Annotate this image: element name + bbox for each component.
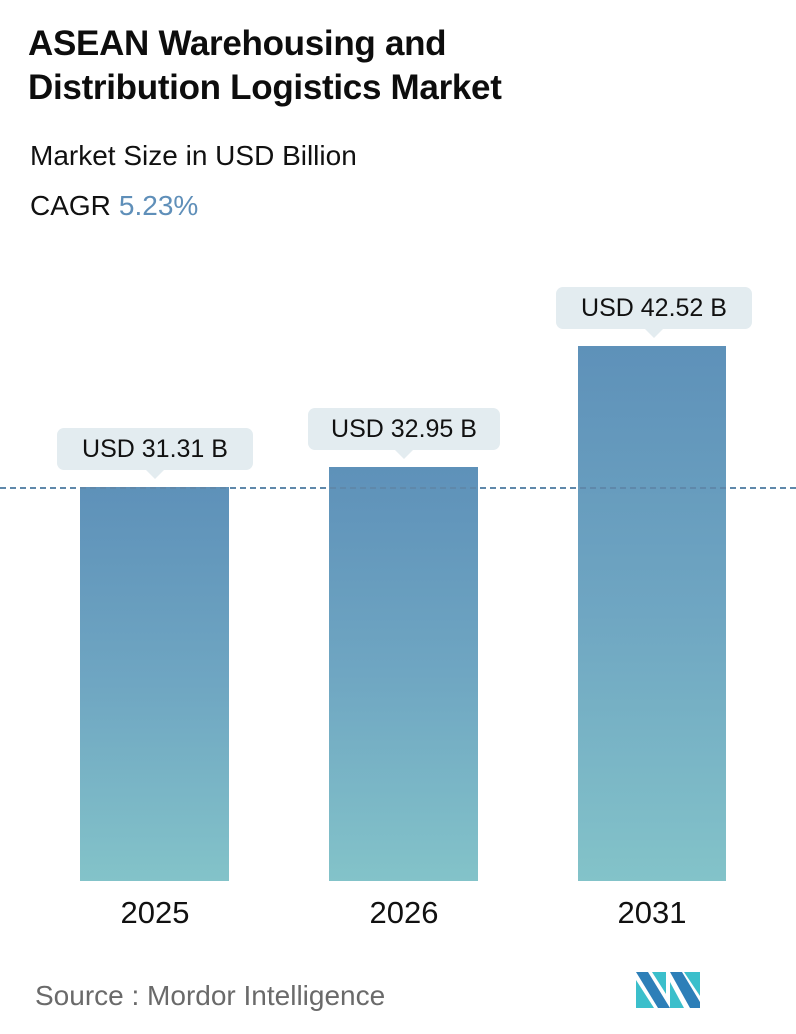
source-text: Source : Mordor Intelligence [35, 980, 386, 1011]
chart-title-line-1: ASEAN Warehousing and [28, 24, 447, 63]
chart-subtitle: Market Size in USD Billion [30, 140, 357, 171]
reference-dashed-line [0, 487, 796, 489]
chart-title-line-2: Distribution Logistics Market [28, 68, 502, 107]
x-axis-label-2026: 2026 [369, 895, 439, 930]
data-label-2031: USD 42.52 B [556, 287, 752, 338]
cagr-label: CAGR [30, 190, 111, 221]
bar-2031 [578, 346, 726, 881]
cagr-value: 5.23% [118, 190, 199, 221]
data-label-2025: USD 31.31 B [57, 428, 253, 479]
cagr-annotation: CAGR 5.23% [30, 190, 198, 222]
x-axis-label-2025: 2025 [120, 895, 190, 930]
bar-2026 [329, 467, 478, 881]
mordor-intelligence-logo-icon [636, 972, 700, 1008]
chart-title: ASEAN Warehousing and Distribution Logis… [28, 22, 768, 110]
bar-2025 [80, 487, 229, 881]
x-axis-label-2031: 2031 [617, 895, 687, 930]
data-label-2026: USD 32.95 B [308, 408, 500, 459]
